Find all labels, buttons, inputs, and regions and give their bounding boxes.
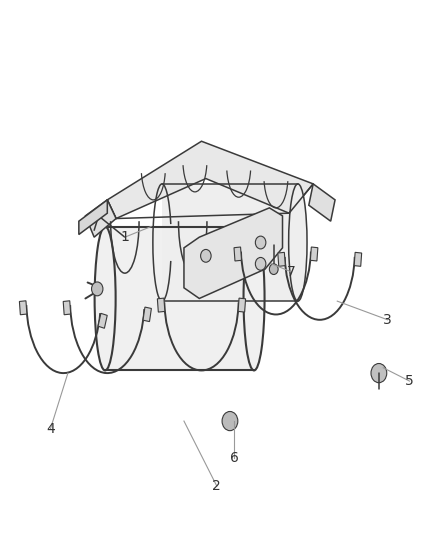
Polygon shape [105,227,254,370]
Circle shape [201,249,211,262]
Polygon shape [143,307,152,321]
Ellipse shape [95,227,116,370]
Polygon shape [107,141,313,219]
Ellipse shape [289,184,307,301]
Polygon shape [85,200,116,237]
Text: 5: 5 [405,374,414,388]
Text: 2: 2 [212,479,221,493]
Polygon shape [184,208,283,298]
Text: 6: 6 [230,451,239,465]
Polygon shape [63,301,71,315]
Polygon shape [157,298,165,312]
Circle shape [255,236,266,249]
Polygon shape [238,298,246,312]
Circle shape [92,282,103,296]
Polygon shape [354,252,362,266]
Text: 3: 3 [383,313,392,327]
Text: 7: 7 [287,265,296,279]
Circle shape [269,264,278,274]
Polygon shape [98,313,107,328]
Polygon shape [19,301,27,315]
Text: 1: 1 [120,230,129,244]
Circle shape [371,364,387,383]
Polygon shape [311,247,318,261]
Polygon shape [278,252,285,266]
Ellipse shape [244,227,265,370]
Polygon shape [162,184,298,301]
Text: 4: 4 [46,422,55,436]
Circle shape [255,257,266,270]
Polygon shape [234,247,241,261]
Circle shape [222,411,238,431]
Polygon shape [309,184,335,221]
Polygon shape [79,200,107,235]
